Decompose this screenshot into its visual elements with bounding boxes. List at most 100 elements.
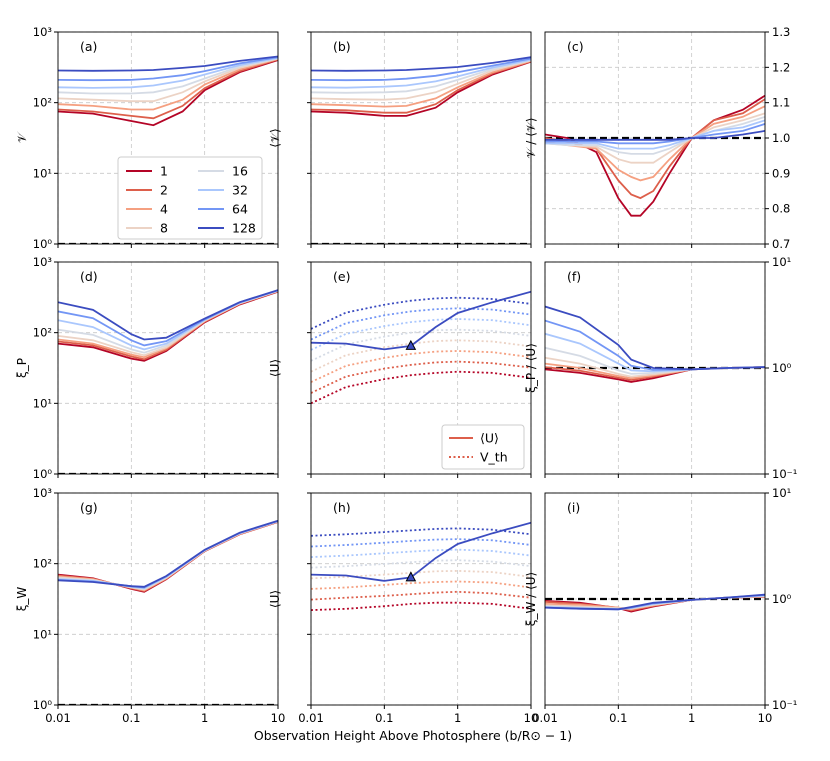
series-line-64 [545, 123, 765, 145]
series-line-64 [58, 56, 278, 82]
y-tick-label: 10⁻¹ [772, 698, 797, 712]
vth-line-2 [311, 360, 531, 394]
series-line-8 [311, 59, 531, 101]
panel-g: 0.01 0.1 1 10 10⁰ 10¹ 10² 10³ ξ_W (g) [15, 486, 285, 725]
vth-line-16 [311, 328, 531, 362]
panel-f: 10⁻¹ 10⁰ 10¹ ξ_P / ⟨U⟩ (f) [524, 255, 797, 481]
x-tick-label: 0.1 [609, 711, 627, 725]
peak-marker [405, 571, 417, 582]
plot-area [58, 289, 278, 474]
y-tick-label: 10³ [33, 25, 53, 39]
series-line-2 [311, 60, 531, 114]
y-tick-label: 10⁰ [772, 361, 792, 375]
plot-area [311, 56, 531, 244]
legend-e-dotted-label: V_th [480, 450, 508, 465]
plot-area [545, 94, 765, 217]
vth-line-32 [311, 318, 531, 351]
y-tick-label: 10⁰ [33, 237, 53, 251]
panel-label: (e) [333, 269, 350, 284]
legend-main: 1 2 4 8 16 32 64 128 [117, 156, 263, 240]
panel-label: (h) [333, 500, 351, 515]
panel-label: (a) [80, 39, 97, 54]
series-line-32 [311, 58, 531, 89]
panel-label: (b) [333, 39, 351, 54]
x-tick-label: 10 [524, 711, 539, 725]
y-axis-label: ξ_P / ⟨U⟩ [524, 343, 538, 393]
legend-label-1: 1 [160, 164, 168, 179]
series-line-64 [311, 57, 531, 82]
y-tick-label: 10² [33, 557, 52, 571]
panel-d: 10⁰ 10¹ 10² 10³ ξ_P (d) [15, 255, 279, 481]
y-tick-label: 10⁻¹ [772, 467, 797, 481]
series-line-16 [311, 59, 531, 94]
series-line-16 [58, 57, 278, 95]
series-line-32 [545, 332, 765, 373]
peak-marker [405, 339, 417, 350]
plot-area [58, 55, 278, 244]
y-axis-label: ⟨U⟩ [268, 359, 282, 377]
plot-area [545, 593, 765, 613]
series-line-128 [545, 593, 765, 611]
vth-line-64 [311, 538, 531, 548]
y-tick-label: 10¹ [772, 486, 791, 500]
legend-label-16: 16 [232, 164, 248, 179]
vth-line-32 [311, 548, 531, 558]
vth-line-8 [311, 339, 531, 373]
y-tick-label: 1.3 [772, 25, 790, 39]
vth-line-2 [311, 590, 531, 601]
vth-line-128 [311, 296, 531, 330]
series-line-4 [58, 58, 278, 111]
y-tick-label: 10⁰ [772, 592, 792, 606]
legend-label-32: 32 [232, 183, 248, 198]
y-tick-label: 10⁰ [33, 698, 53, 712]
y-tick-label: 10⁰ [33, 467, 53, 481]
x-tick-label: 0.01 [45, 711, 71, 725]
x-tick-label: 1 [201, 711, 208, 725]
legend-label-4: 4 [160, 202, 168, 217]
y-tick-label: 10¹ [772, 255, 791, 269]
y-tick-label: 10² [33, 96, 52, 110]
series-line-8 [58, 57, 278, 103]
panel-e: ⟨U⟩ (e) [268, 261, 532, 478]
y-axis-label: ξ_W / ⟨U⟩ [524, 572, 538, 626]
series-line-4 [311, 60, 531, 108]
vth-line-16 [311, 559, 531, 569]
series-line-4 [545, 105, 765, 182]
y-tick-label: 10¹ [33, 166, 52, 180]
panel-b: ⟨𝒱⟩ (b) [268, 31, 532, 248]
y-tick-label: 10¹ [33, 627, 52, 641]
y-tick-label: 10³ [33, 486, 53, 500]
legend-frame [117, 156, 263, 240]
legend-e-solid-label: ⟨U⟩ [480, 431, 499, 446]
x-tick-label: 0.01 [298, 711, 324, 725]
series-line-128 [311, 56, 531, 72]
axes-frame [57, 31, 279, 245]
x-tick-label: 10 [271, 711, 286, 725]
y-axis-label: ⟨U⟩ [268, 590, 282, 608]
panel-label: (f) [567, 269, 581, 284]
panel-h: 0.01 0.1 1 10 ⟨U⟩ (h) [268, 492, 539, 725]
vth-line-1 [311, 370, 531, 405]
x-axis-label: Observation Height Above Photosphere (b/… [254, 728, 572, 743]
series-line-1 [545, 94, 765, 217]
legend-label-2: 2 [160, 183, 168, 198]
y-axis-label: ⟨𝒱⟩ [268, 128, 282, 147]
series-line-8 [545, 112, 765, 164]
plot-area [545, 305, 765, 383]
panel-label: (c) [567, 39, 584, 54]
plot-area [58, 519, 278, 705]
series-line-32 [58, 57, 278, 89]
series-line-1 [58, 59, 278, 127]
series-line-32 [545, 119, 765, 150]
x-tick-label: 1 [454, 711, 461, 725]
y-tick-label: 1.1 [772, 96, 790, 110]
x-tick-label: 1 [688, 711, 695, 725]
y-tick-label: 10³ [33, 255, 53, 269]
y-tick-label: 0.9 [772, 166, 790, 180]
series-line-2 [58, 58, 278, 120]
mean-u-line [311, 290, 531, 351]
legend-label-64: 64 [232, 202, 248, 217]
plot-area [311, 521, 531, 611]
